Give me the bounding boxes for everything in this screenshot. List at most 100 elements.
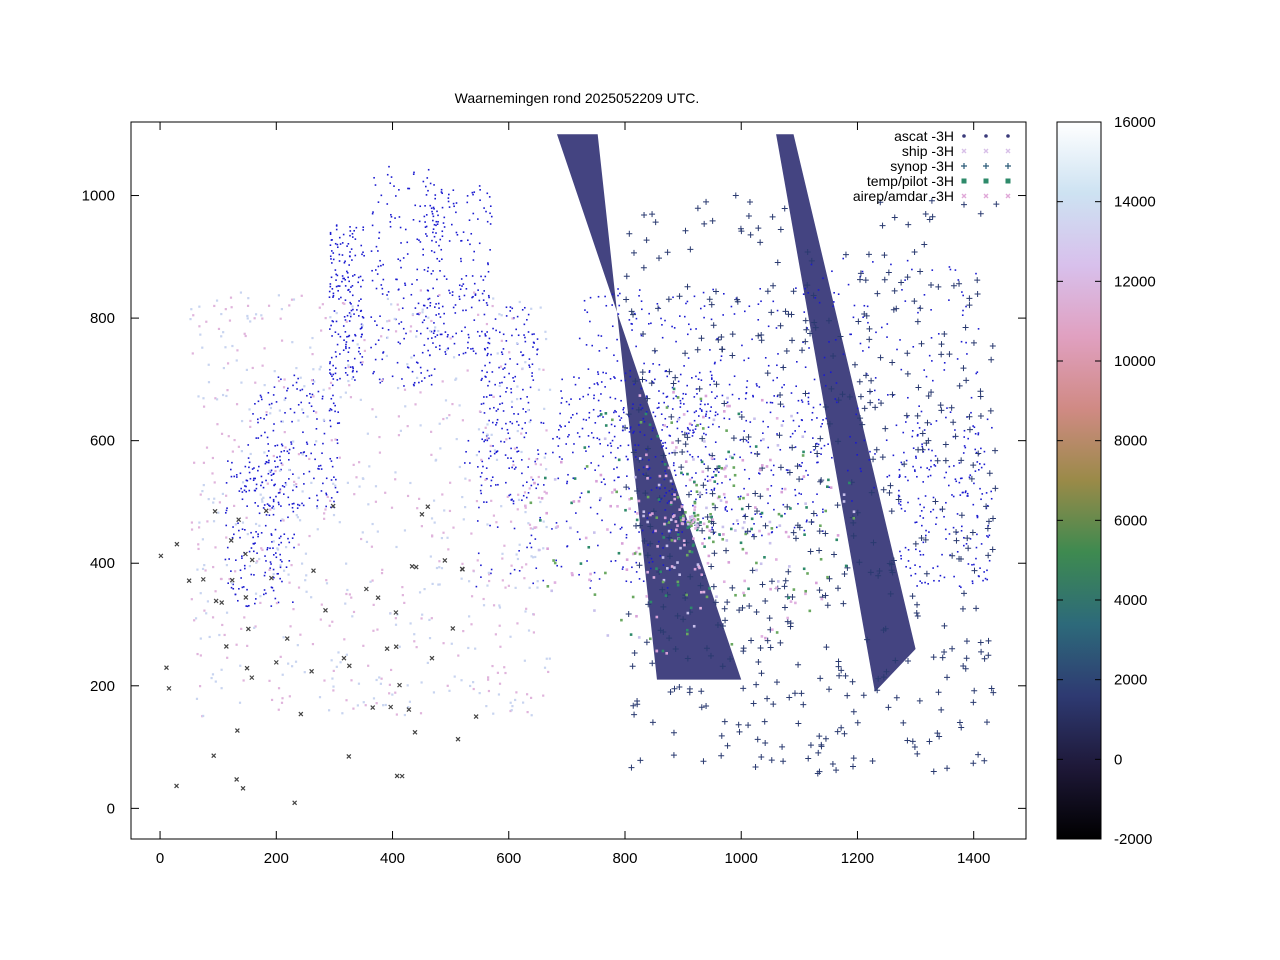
obs-point (979, 487, 981, 490)
obs-point (394, 478, 397, 481)
obs-point (390, 303, 393, 306)
obs-point (737, 412, 741, 416)
obs-point (736, 607, 743, 614)
obs-point (399, 773, 405, 779)
obs-point (409, 325, 413, 328)
obs-point (611, 325, 614, 328)
obs-point (881, 252, 888, 259)
obs-point (323, 607, 328, 613)
obs-point (628, 764, 635, 771)
obs-point (454, 312, 457, 314)
obs-point (686, 611, 690, 615)
obs-point (358, 300, 360, 302)
obs-point (525, 563, 528, 566)
obs-point (695, 472, 697, 474)
obs-point (653, 529, 655, 532)
obs-point (503, 376, 506, 379)
obs-point (919, 430, 926, 437)
obs-point (632, 378, 639, 385)
obs-point (707, 403, 709, 405)
obs-point (476, 330, 479, 333)
obs-point (638, 289, 641, 291)
obs-point (721, 394, 724, 397)
obs-point (919, 565, 921, 568)
obs-point (762, 438, 765, 441)
obs-point (776, 309, 779, 312)
obs-point (351, 615, 354, 618)
obs-point (385, 354, 389, 358)
obs-point (654, 415, 657, 418)
obs-point (938, 706, 945, 713)
obs-point (281, 518, 284, 521)
obs-point (398, 216, 401, 218)
obs-point (712, 288, 714, 291)
obs-point (962, 309, 964, 312)
obs-point (199, 637, 202, 640)
obs-point (963, 377, 970, 384)
obs-point (660, 317, 662, 320)
obs-point (650, 322, 652, 325)
obs-point (850, 333, 852, 336)
obs-point (668, 500, 670, 503)
obs-point (510, 709, 513, 712)
obs-point (664, 441, 667, 444)
obs-point (164, 665, 169, 671)
obs-point (631, 595, 635, 599)
obs-point (802, 567, 806, 571)
obs-point (280, 519, 282, 522)
obs-point (478, 410, 482, 413)
obs-point (537, 548, 541, 552)
obs-point (509, 310, 512, 312)
obs-point (485, 705, 488, 708)
obs-point (622, 566, 624, 568)
obs-point (837, 293, 840, 296)
obs-point (530, 484, 533, 487)
obs-point (630, 311, 637, 318)
obs-point (412, 729, 418, 735)
obs-point (683, 543, 686, 547)
obs-point (349, 366, 352, 368)
obs-point (587, 435, 590, 437)
obs-point (638, 552, 642, 556)
obs-point (572, 477, 575, 479)
obs-point (911, 435, 914, 438)
obs-point (487, 263, 489, 266)
obs-point (762, 522, 769, 529)
obs-point (690, 550, 694, 554)
obs-point (254, 625, 257, 628)
obs-point (485, 376, 487, 378)
obs-point (893, 305, 900, 312)
obs-point (686, 410, 689, 413)
obs-point (445, 417, 449, 420)
obs-point (889, 359, 896, 366)
obs-point (228, 558, 230, 560)
obs-point (234, 728, 240, 734)
obs-point (622, 424, 629, 431)
obs-point (300, 401, 303, 404)
obs-point (438, 422, 441, 425)
obs-point (613, 376, 615, 378)
obs-point (288, 478, 290, 480)
obs-point (538, 368, 541, 371)
obs-point (308, 534, 311, 538)
obs-point (693, 396, 696, 398)
obs-point (775, 526, 778, 529)
obs-point (433, 208, 435, 210)
obs-point (676, 580, 680, 584)
obs-point (257, 418, 259, 421)
obs-point (768, 578, 775, 585)
obs-point (250, 531, 252, 534)
obs-point (470, 595, 474, 598)
obs-point (774, 259, 781, 266)
obs-point (413, 171, 415, 174)
obs-point (281, 580, 283, 583)
obs-point (267, 391, 270, 394)
obs-point (395, 545, 398, 549)
obs-point (227, 435, 230, 438)
obs-point (400, 242, 402, 244)
obs-point (523, 306, 526, 309)
obs-point (625, 533, 628, 536)
obs-point (437, 302, 440, 305)
obs-point (346, 245, 348, 247)
obs-point (250, 547, 253, 549)
